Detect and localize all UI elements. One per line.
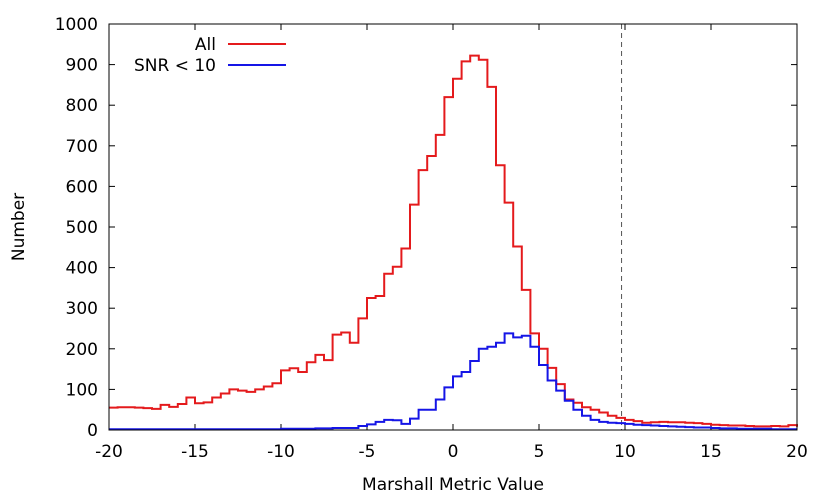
x-tick-label: 0	[448, 442, 459, 462]
y-tick-label: 500	[66, 218, 98, 238]
y-axis-label: Number	[9, 193, 29, 261]
series-layer	[109, 54, 798, 431]
y-tick-label: 400	[66, 259, 98, 279]
x-tick-label: -15	[181, 442, 209, 462]
y-tick-label: 0	[87, 421, 98, 441]
x-tick-label: 20	[786, 442, 808, 462]
y-tick-label: 1000	[55, 15, 98, 35]
legend-label: All	[195, 35, 216, 55]
x-tick-label: -20	[95, 442, 123, 462]
x-tick-label: -5	[359, 442, 376, 462]
x-tick-label: 5	[534, 442, 545, 462]
series-line-snr-lt-10	[109, 332, 797, 431]
y-tick-label: 100	[66, 380, 98, 400]
x-tick-label: 15	[700, 442, 722, 462]
y-tick-labels: 0 100 200 300 400 500 600 700 800 900 1000	[55, 15, 98, 441]
series-line-all	[109, 54, 798, 428]
y-tick-label: 800	[66, 96, 98, 116]
legend-label: SNR < 10	[134, 56, 216, 76]
y-tick-label: 200	[66, 340, 98, 360]
y-tick-label: 600	[66, 177, 98, 197]
y-tick-label: 300	[66, 299, 98, 319]
plot-frame	[108, 23, 798, 431]
y-tick-label: 900	[66, 56, 98, 76]
x-axis-label: Marshall Metric Value	[362, 475, 544, 495]
x-tick-label: 10	[614, 442, 636, 462]
y-tick-label: 700	[66, 137, 98, 157]
x-tick-labels: -20 -15 -10 -5 0 5 10 15 20	[95, 442, 808, 462]
x-tick-label: -10	[267, 442, 295, 462]
